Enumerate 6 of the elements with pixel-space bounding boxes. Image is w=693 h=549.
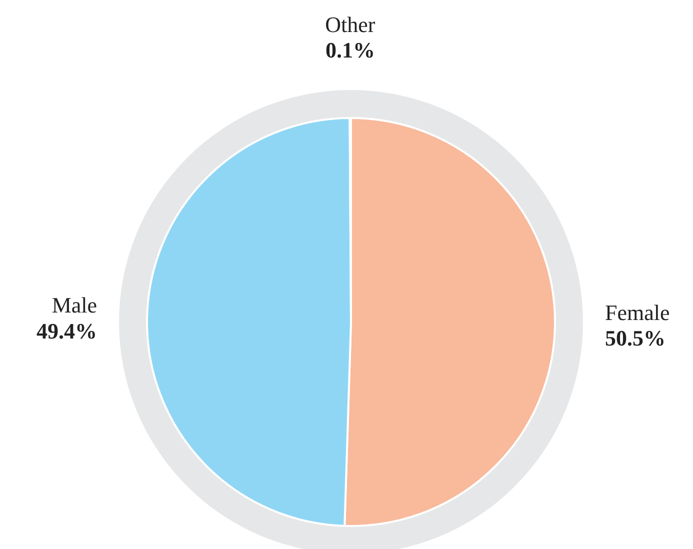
slice-label: Male	[52, 292, 98, 318]
slice-label: Female	[604, 300, 670, 325]
slice-label: Other	[325, 12, 376, 37]
data-label: 50.5%	[604, 326, 666, 351]
data-label: 0.1%	[325, 38, 375, 63]
data-label: 49.4%	[36, 318, 98, 344]
